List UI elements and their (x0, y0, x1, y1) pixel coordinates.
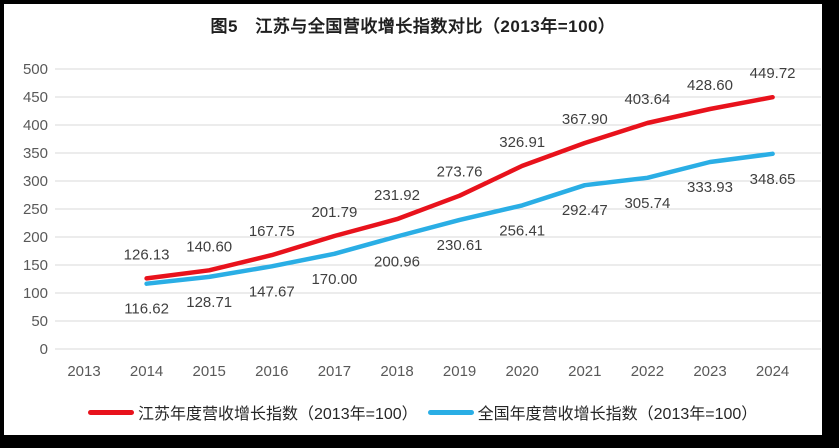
legend-label-national: 全国年度营收增长指数（2013年=100） (477, 406, 758, 423)
y-axis-tick-label: 200 (23, 229, 48, 246)
data-point-label: 200.96 (374, 253, 420, 270)
legend-item-jiangsu: 江苏年度营收增长指数（2013年=100） (88, 400, 418, 424)
data-point-label: 292.47 (562, 202, 608, 219)
y-axis-tick-label: 400 (23, 117, 48, 134)
chart-legend: 江苏年度营收增长指数（2013年=100） 全国年度营收增长指数（2013年=1… (88, 400, 757, 424)
x-axis-tick-label: 2022 (631, 363, 664, 380)
frame-border-bottom (0, 435, 839, 448)
x-axis-tick-label: 2015 (193, 363, 226, 380)
y-axis-tick-label: 100 (23, 285, 48, 302)
data-point-label: 403.64 (624, 91, 670, 108)
data-point-label: 140.60 (186, 238, 232, 255)
data-point-label: 230.61 (437, 237, 483, 254)
data-point-label: 128.71 (186, 294, 232, 311)
x-axis-tick-label: 2021 (568, 363, 601, 380)
x-axis-tick-label: 2019 (443, 363, 476, 380)
data-point-label: 348.65 (750, 171, 796, 188)
x-axis-tick-label: 2014 (130, 363, 163, 380)
data-point-label: 305.74 (624, 195, 670, 212)
legend-item-national: 全国年度营收增长指数（2013年=100） (427, 400, 758, 424)
y-axis-tick-label: 500 (23, 61, 48, 78)
data-point-label: 367.90 (562, 111, 608, 128)
frame-border-left (0, 0, 4, 448)
y-axis-tick-label: 350 (23, 145, 48, 162)
y-axis-tick-label: 250 (23, 201, 48, 218)
y-axis-tick-label: 300 (23, 173, 48, 190)
jiangsu-line-swatch (88, 409, 134, 415)
data-point-label: 116.62 (124, 301, 169, 318)
x-axis-tick-label: 2017 (318, 363, 351, 380)
frame-border-right (822, 0, 839, 448)
x-axis-tick-label: 2016 (255, 363, 288, 380)
data-point-label: 170.00 (311, 271, 357, 288)
y-axis-tick-label: 150 (23, 257, 48, 274)
data-point-label: 326.91 (499, 134, 545, 151)
y-axis-tick-label: 0 (40, 341, 48, 358)
data-point-label: 273.76 (437, 164, 483, 181)
data-point-label: 256.41 (499, 222, 545, 239)
x-axis-tick-label: 2024 (756, 363, 789, 380)
data-point-label: 167.75 (249, 223, 295, 240)
legend-label-jiangsu: 江苏年度营收增长指数（2013年=100） (138, 406, 418, 423)
data-point-label: 231.92 (374, 187, 420, 204)
y-axis-tick-label: 50 (31, 313, 48, 330)
chart-title: 图5 江苏与全国营收增长指数对比（2013年=100） (210, 17, 616, 36)
data-point-label: 333.93 (687, 179, 733, 196)
x-axis-tick-label: 2023 (693, 363, 726, 380)
national-index-line (144, 151, 775, 286)
data-point-label: 449.72 (750, 65, 796, 82)
x-axis-tick-label: 2013 (67, 363, 100, 380)
data-point-label: 126.13 (124, 246, 170, 263)
data-point-label: 201.79 (311, 204, 357, 221)
data-point-label: 147.67 (249, 283, 295, 300)
national-line-swatch (427, 409, 474, 415)
jiangsu-index-line (144, 94, 775, 281)
y-axis-tick-label: 450 (23, 89, 48, 106)
data-point-label: 428.60 (687, 77, 733, 94)
x-axis-tick-label: 2018 (380, 363, 413, 380)
frame-border-top (0, 0, 839, 4)
x-axis-tick-label: 2020 (506, 363, 539, 380)
